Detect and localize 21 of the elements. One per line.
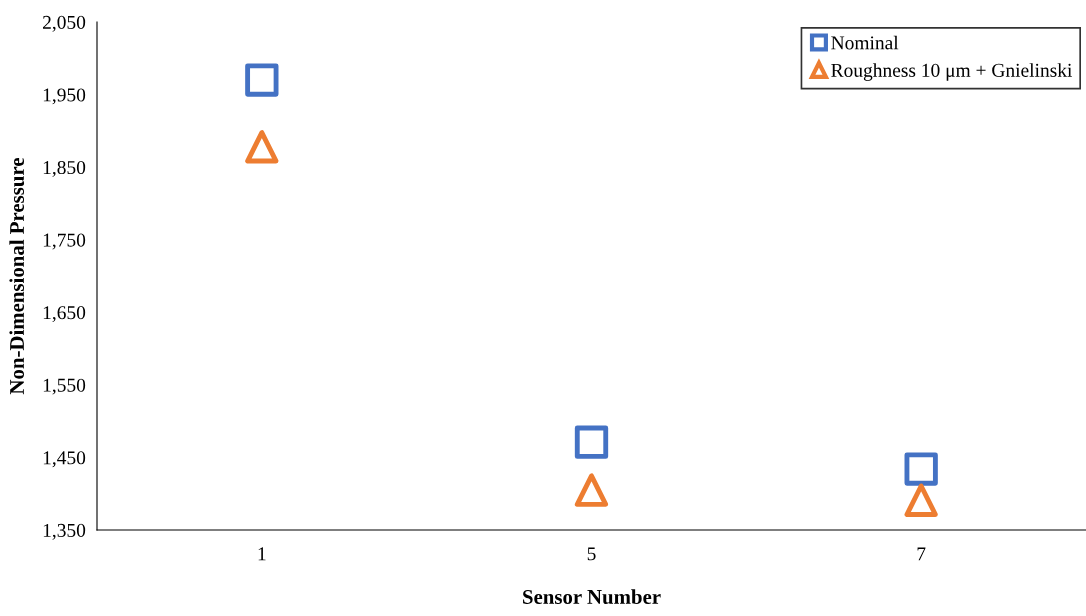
y-tick-label: 2,050	[42, 15, 86, 32]
x-tick-label: 1	[258, 547, 266, 561]
x-axis-title: Sensor Number	[523, 589, 661, 605]
point	[574, 425, 609, 459]
y-tick-label: 1,650	[43, 306, 86, 323]
legend-label: Roughness 10 μm + Gnielinski	[831, 63, 1073, 81]
y-axis-title: Non-Dimensional Pressure	[9, 157, 25, 395]
point	[904, 483, 938, 517]
x-tick-label: 5	[587, 547, 596, 561]
point	[904, 452, 938, 486]
y-tick-label: 1,350	[43, 523, 86, 540]
legend-label: Nominal	[831, 35, 899, 50]
x-tick-label: 7	[917, 547, 926, 561]
y-tick-label: 1,550	[43, 378, 86, 395]
point	[245, 130, 279, 164]
y-tick-label: 1,950	[43, 88, 86, 105]
point	[574, 473, 609, 507]
y-tick-label: 1,750	[43, 233, 86, 250]
y-tick-label: 1,850	[43, 160, 86, 177]
point	[245, 63, 279, 97]
y-tick-label: 1,450	[43, 451, 86, 468]
